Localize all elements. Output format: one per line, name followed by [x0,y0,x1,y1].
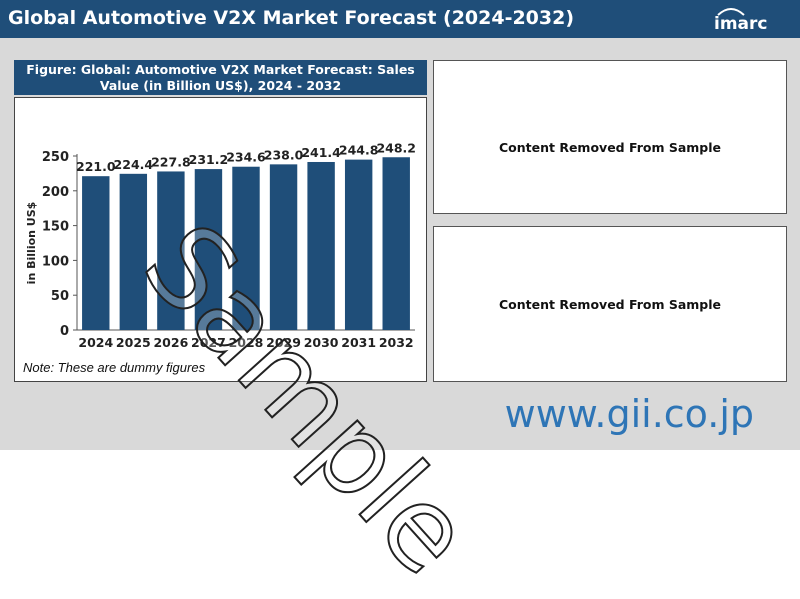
y-tick-label: 50 [51,289,69,304]
chart-container: in Billion US$ 0 50 100 150 200 250 221.0 2024 22… [14,97,427,382]
x-tick-label: 2027 [191,335,226,350]
bar-value-label: 221.0 [76,159,116,174]
x-tick-label: 2031 [341,335,376,350]
y-tick-label: 200 [42,185,69,200]
bar-value-label: 231.2 [189,152,229,167]
bar [194,169,223,330]
content-removed-text: Content Removed From Sample [498,297,722,312]
bar [232,166,260,330]
x-tick-label: 2025 [116,335,151,350]
bar-value-label: 234.6 [226,150,266,165]
bar [119,173,148,330]
y-tick-label: 250 [42,150,69,165]
x-tick-label: 2029 [266,335,301,350]
header-bar: Global Automotive V2X Market Forecast (2… [0,0,800,38]
logo-text: imarc [714,14,768,34]
x-tick-label: 2024 [78,335,113,350]
chart-note: Note: These are dummy figures [23,360,206,375]
bar [157,171,185,330]
bar-value-label: 224.4 [114,157,154,172]
imarc-logo: imarc [714,6,780,34]
bar [269,164,298,330]
bar-value-label: 227.8 [151,154,191,169]
y-tick-label: 150 [42,220,69,235]
bar [307,161,335,330]
y-tick-label: 100 [42,254,69,269]
logo-arc-icon [717,8,745,16]
x-tick-label: 2032 [379,335,414,350]
content-removed-text: Content Removed From Sample [498,140,722,155]
x-tick-label: 2026 [153,335,188,350]
bar-value-label: 244.8 [339,143,379,158]
y-axis-label: in Billion US$ [25,202,38,285]
bar-value-label: 238.0 [264,147,304,162]
bar [344,159,373,330]
footer-url[interactable]: www.gii.co.jp [504,392,754,436]
content-panel-top: Content Removed From Sample [433,60,787,214]
bar [382,157,410,330]
bar [82,176,110,330]
bar-chart: in Billion US$ 0 50 100 150 200 250 221.0 2024 22… [25,140,416,350]
page-title: Global Automotive V2X Market Forecast (2… [8,7,575,29]
bar-value-label: 248.2 [376,140,416,155]
x-tick-label: 2028 [229,335,264,350]
content-panel-bottom: Content Removed From Sample [433,226,787,382]
y-tick-label: 0 [60,324,69,339]
bar-value-label: 241.4 [301,145,341,160]
x-tick-label: 2030 [304,335,339,350]
figure-title: Figure: Global: Automotive V2X Market Fo… [14,60,427,95]
